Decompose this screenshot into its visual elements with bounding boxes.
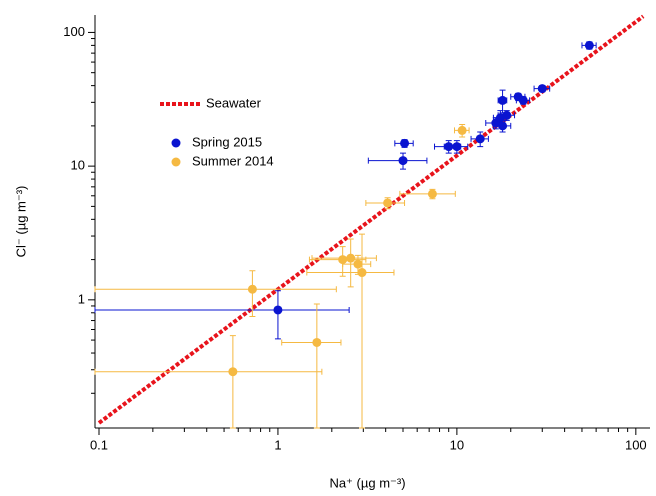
point [518,95,528,105]
point [457,125,467,135]
x-tick-label: 0.1 [90,437,108,452]
legend-swatch [171,157,181,167]
x-tick-label: 10 [450,437,464,452]
legend-label: Spring 2015 [192,134,262,149]
point [247,284,257,294]
x-error-bar [281,339,342,346]
point [498,121,508,131]
y-error-bar [359,233,366,429]
point [398,156,408,166]
point [383,198,393,208]
y-axis-label: Cl⁻ (µg m⁻³) [13,186,28,258]
x-tick-label: 1 [274,437,281,452]
point [353,259,363,269]
point [312,337,322,347]
point [228,367,238,377]
point [444,142,454,152]
point [273,305,283,315]
x-error-bar [94,306,350,313]
point [427,189,437,199]
seawater-line [97,14,645,425]
point [502,110,512,120]
point [537,84,547,94]
point [452,142,462,152]
y-tick-label: 1 [78,291,85,306]
x-error-bar [306,269,395,276]
point [475,134,485,144]
y-tick-label: 10 [71,158,85,173]
x-error-bar [367,157,428,164]
y-error-bar [229,335,236,429]
y-error-bar [313,303,320,429]
legend: Seawater Spring 2015 Summer 2014 [160,95,274,168]
point [584,40,594,50]
x-error-bar [399,190,456,197]
y-error-bar [274,290,281,340]
legend-swatch [171,138,181,148]
x-axis-label: Na⁺ (µg m⁻³) [329,475,405,490]
point [346,253,356,263]
x-error-bar [308,256,367,263]
x-error-bar [94,286,337,293]
x-tick-label: 100 [625,437,647,452]
point [400,138,410,148]
point [357,268,367,278]
y-error-bar [347,238,354,288]
x-error-bar [94,368,323,375]
y-tick-label: 100 [63,24,85,39]
legend-label: Seawater [206,95,262,110]
point [338,255,348,265]
legend-label: Summer 2014 [192,153,274,168]
point [498,95,508,105]
